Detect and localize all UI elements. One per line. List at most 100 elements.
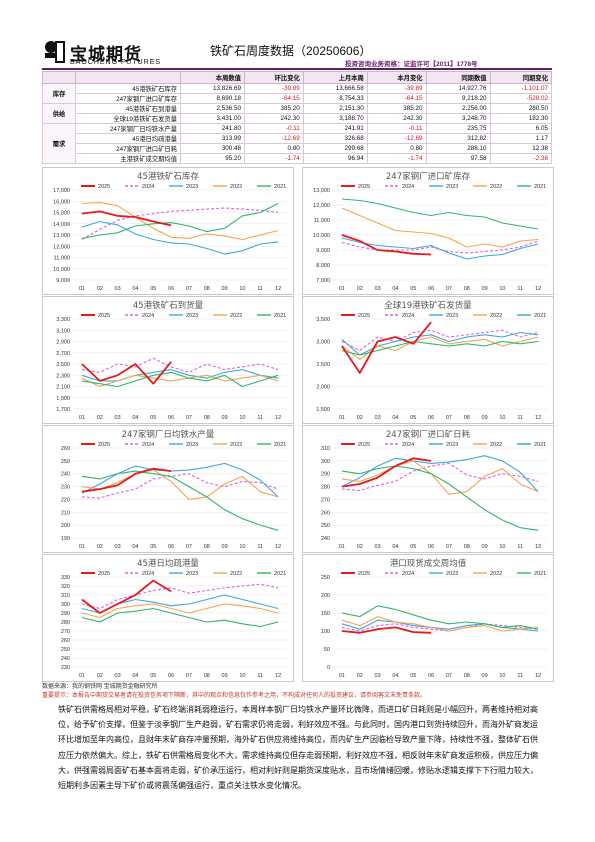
chart-svg: 250 200 150 100 50 0 01 02 03 04 05 06 07 08 09 10 11 12 港… [321, 558, 547, 679]
value-cell: 1.17 [489, 133, 553, 144]
y-tick-label: 50 [324, 647, 330, 653]
legend-label: 2024 [142, 313, 154, 319]
chart-panel: 310 300 290 280 270 260 250 240 01 02 03 04 05 06 07 08… [302, 425, 554, 553]
series-line-2024 [81, 207, 279, 240]
legend-label: 2023 [446, 571, 458, 577]
legend-label: 2025 [98, 313, 110, 319]
x-tick-label: 04 [392, 544, 398, 550]
series-line-2021 [341, 605, 539, 630]
value-cell: 241.80 [180, 123, 245, 134]
value-cell: 0.80 [366, 143, 427, 154]
y-tick-label: 190 [61, 536, 70, 542]
legend-label: 2022 [230, 313, 242, 319]
x-tick-label: 02 [97, 415, 103, 421]
legend-label: 2021 [534, 184, 546, 190]
summary-row: 主港铁矿成交期均值 95.20 -1.74 96.94 -1.74 97.58 -2.38 [43, 153, 553, 164]
legend-label: 2023 [186, 442, 198, 448]
y-tick-label: 2,500 [56, 362, 70, 368]
x-tick-label: 12 [275, 673, 281, 679]
analysis-text: 铁矿石供需格局相对平稳，矿石终端消耗弱稳运行，本周样本钢厂日均铁水产量环比微降，… [58, 702, 540, 793]
legend-label: 2021 [274, 313, 286, 319]
y-tick-label: 2,100 [56, 385, 70, 391]
legend-label: 2024 [402, 313, 414, 319]
x-tick-label: 07 [446, 673, 452, 679]
x-tick-label: 06 [428, 673, 434, 679]
x-tick-label: 12 [535, 544, 541, 550]
x-tick-label: 11 [517, 544, 523, 550]
y-tick-label: 290 [61, 611, 70, 617]
x-tick-label: 04 [392, 415, 398, 421]
series-line-2025 [341, 321, 432, 374]
legend-label: 2021 [274, 442, 286, 448]
x-tick-label: 02 [357, 286, 363, 292]
value-cell: -64.15 [243, 93, 304, 104]
x-tick-label: 07 [186, 673, 192, 679]
x-tick-label: 09 [482, 415, 488, 421]
x-tick-label: 01 [339, 415, 345, 421]
x-tick-label: 03 [375, 415, 381, 421]
x-tick-label: 10 [239, 544, 245, 550]
y-tick-label: 3,000 [316, 340, 330, 346]
y-tick-label: 17,000 [53, 188, 70, 194]
legend-label: 2021 [534, 313, 546, 319]
value-cell: 6.05 [489, 123, 553, 134]
chart-svg: 13,000 12,000 11,000 10,000 9,000 8,000 7,000 0… [313, 171, 547, 292]
series-line-2022 [81, 603, 279, 619]
legend-label: 2023 [446, 184, 458, 190]
x-tick-label: 03 [375, 286, 381, 292]
x-tick-label: 09 [222, 673, 228, 679]
x-tick-label: 06 [428, 544, 434, 550]
value-cell: 288.10 [425, 143, 491, 154]
value-cell: 2,536.50 [180, 103, 245, 114]
x-tick-label: 11 [257, 544, 263, 550]
chart-svg: 3,500 3,000 2,500 2,000 1,500 01 02 03 04 05 06 07 0… [316, 300, 547, 421]
value-cell: 312.82 [425, 133, 491, 144]
x-tick-label: 07 [186, 544, 192, 550]
data-source: 数据来源：我的钢铁网 宝城期货金融研究所 [42, 684, 158, 690]
y-tick-label: 310 [321, 446, 330, 452]
x-tick-label: 11 [517, 286, 523, 292]
x-tick-label: 10 [239, 286, 245, 292]
x-tick-label: 08 [204, 673, 210, 679]
y-tick-label: 200 [321, 593, 330, 599]
x-tick-label: 06 [168, 286, 174, 292]
series-line-2023 [81, 369, 279, 382]
series-line-2024 [81, 357, 279, 373]
legend-label: 2024 [402, 184, 414, 190]
x-tick-label: 06 [168, 415, 174, 421]
x-tick-label: 03 [115, 544, 121, 550]
summary-row: 库存 45港铁矿石库存 13,826.69 -39.89 13,666.58 -39.89… [42, 83, 553, 104]
x-tick-label: 06 [168, 673, 174, 679]
x-tick-label: 08 [464, 286, 470, 292]
document-title: 铁矿石周度数据（20250606） [210, 44, 372, 58]
x-tick-label: 02 [357, 544, 363, 550]
y-tick-label: 290 [321, 472, 330, 478]
category-cell: 供给 [42, 103, 76, 124]
x-tick-label: 12 [535, 415, 541, 421]
x-tick-label: 10 [239, 415, 245, 421]
y-tick-label: 220 [61, 497, 70, 503]
x-tick-label: 07 [186, 286, 192, 292]
chart-panel: 3,300 3,100 2,900 2,700 2,500 2,300 2,100 1,900… [42, 296, 294, 424]
disclaimer: 重要提示：本报告中期货交易者请在投资信务项下隔断，其中的观点和信息仅作参考之用，… [42, 693, 427, 699]
x-tick-label: 05 [150, 286, 156, 292]
x-tick-label: 08 [204, 544, 210, 550]
y-tick-label: 2,300 [56, 373, 70, 379]
header-rule [42, 68, 552, 70]
series-line-2025 [81, 467, 172, 493]
chart-title: 247家钢厂进口矿日耗 [386, 429, 471, 440]
logo-mark-icon [45, 41, 65, 63]
x-tick-label: 07 [446, 286, 452, 292]
item-cell: 247家钢厂进口矿日耗 [75, 143, 181, 154]
blank-header-cell [75, 71, 181, 84]
analysis-paragraph: 铁矿石供需格局相对平稳，矿石终端消耗弱稳运行，本周样本钢厂日均铁水产量环比微降，… [58, 705, 538, 791]
series-line-2024 [341, 623, 539, 632]
y-tick-label: 230 [61, 485, 70, 491]
x-tick-label: 12 [275, 286, 281, 292]
y-tick-label: 2,000 [316, 385, 330, 391]
chart-panel: 330 320 310 300 290 280 270 260 250 240 230 01 02 03 0… [42, 554, 294, 682]
x-tick-label: 07 [186, 415, 192, 421]
x-tick-label: 08 [464, 415, 470, 421]
y-tick-label: 250 [321, 523, 330, 529]
value-cell: -0.11 [243, 123, 304, 134]
